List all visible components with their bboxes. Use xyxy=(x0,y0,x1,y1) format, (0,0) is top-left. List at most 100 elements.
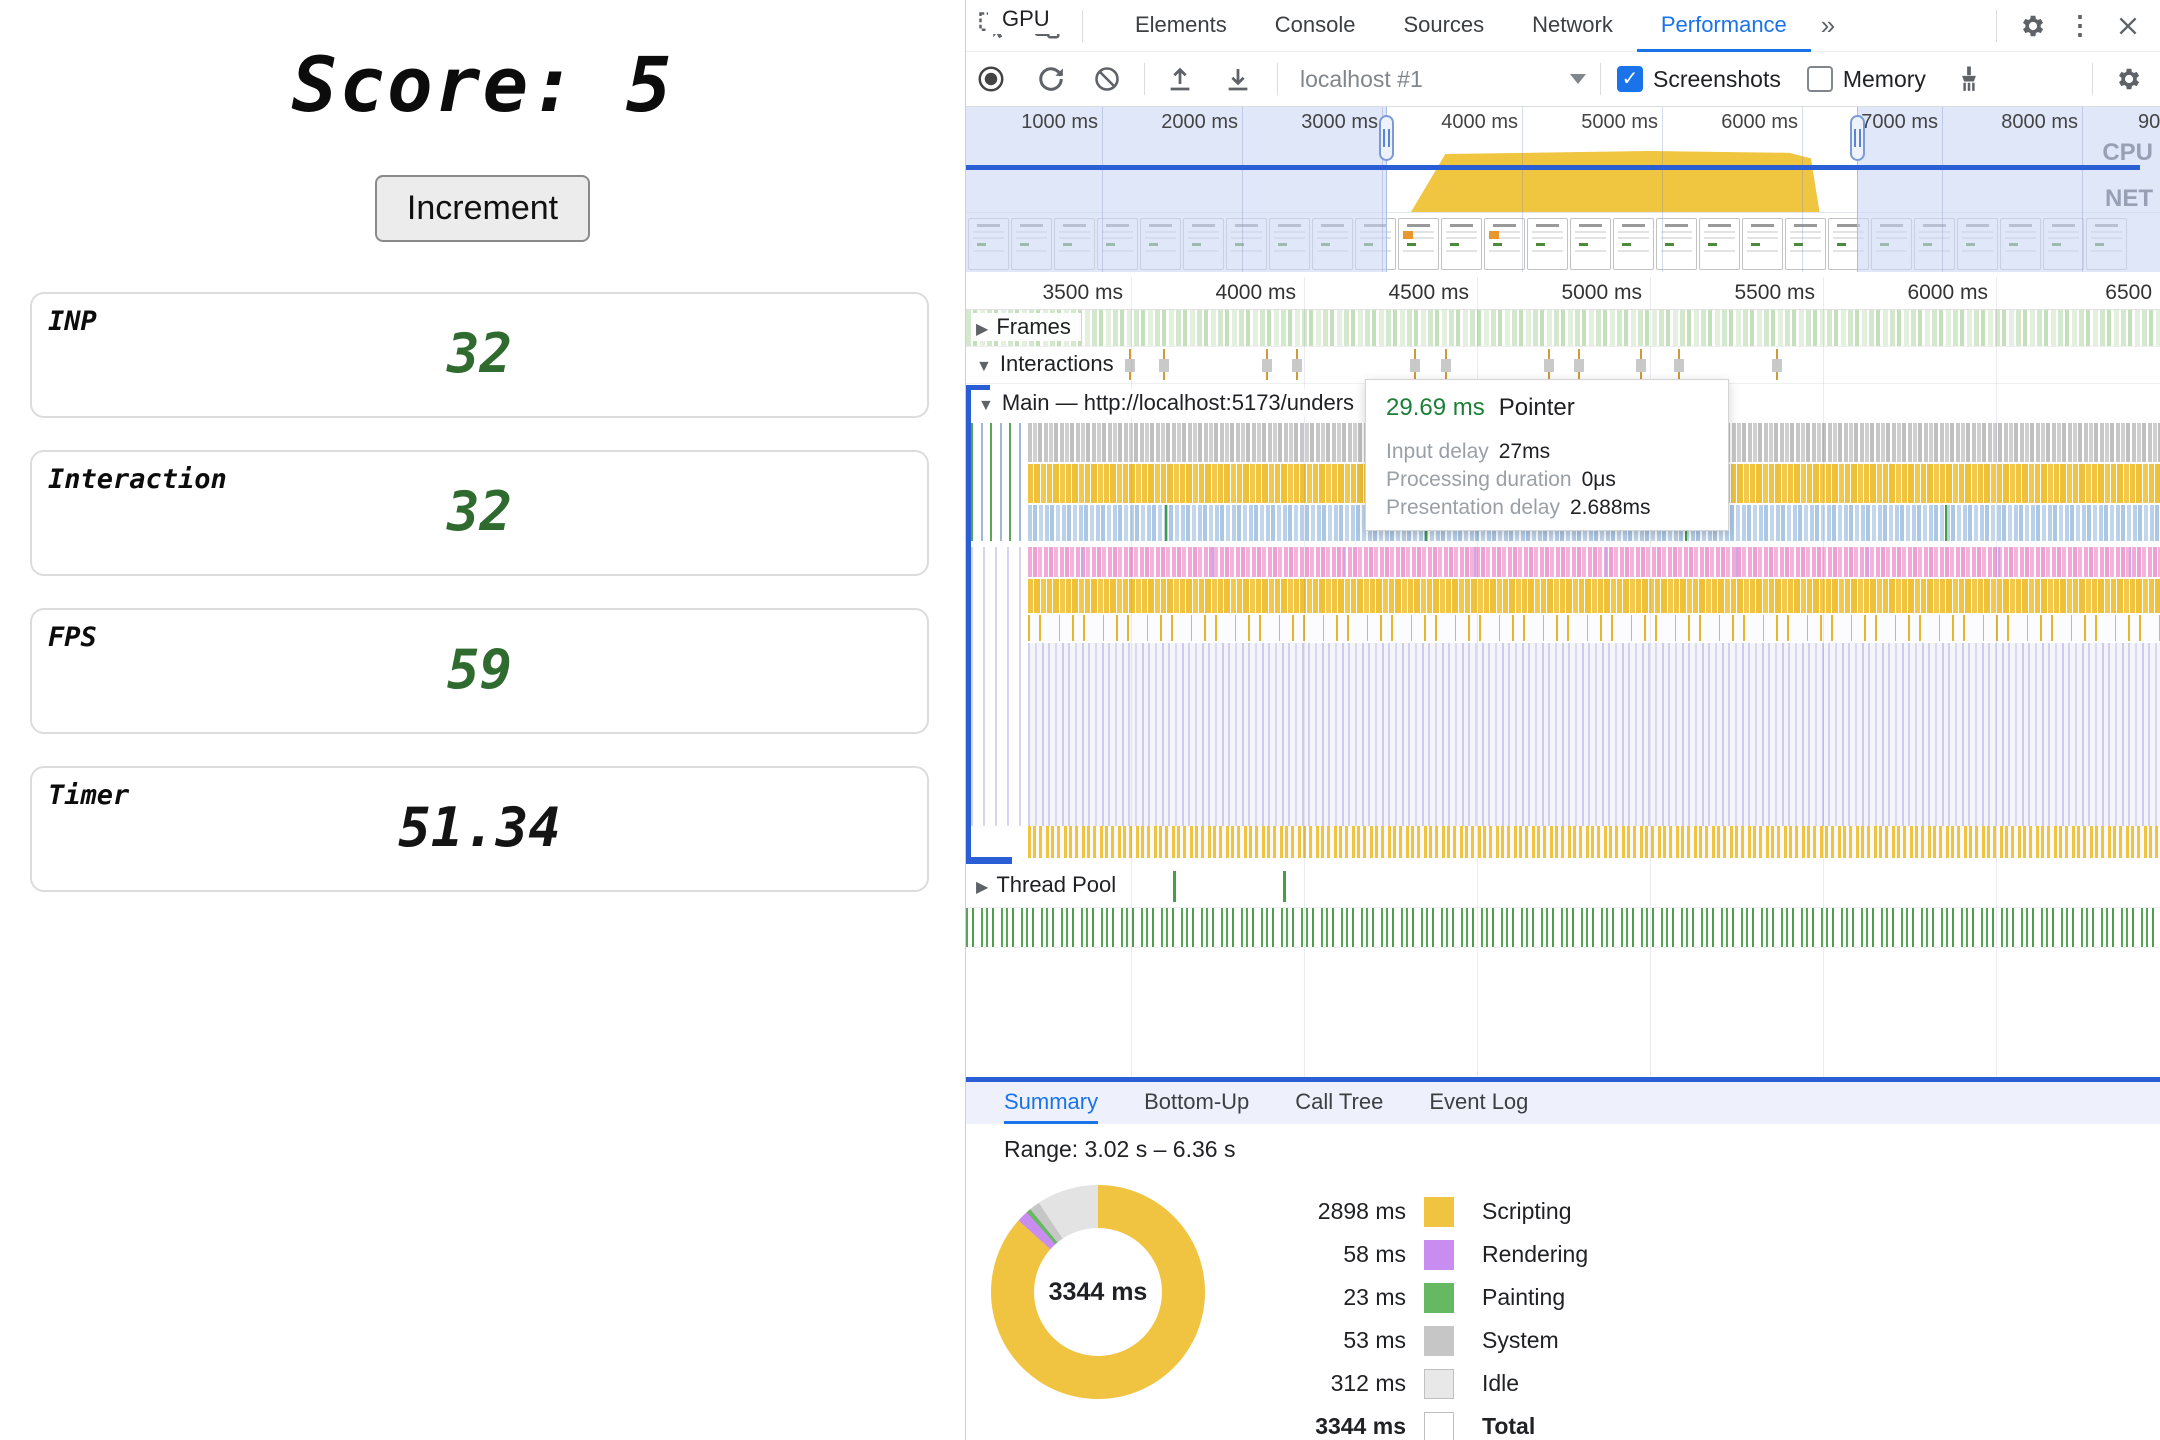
interaction-marker[interactable] xyxy=(1292,349,1302,380)
chevron-down-icon[interactable] xyxy=(1570,74,1586,84)
divider xyxy=(1082,9,1083,42)
selected-track-edge xyxy=(966,857,1012,864)
interaction-marker[interactable] xyxy=(1159,349,1169,380)
pane-divider[interactable] xyxy=(966,1077,2160,1082)
divider xyxy=(2092,63,2093,95)
tooltip-row-label: Presentation delay xyxy=(1386,496,1560,519)
interaction-marker[interactable] xyxy=(1772,349,1782,380)
flame-row-timers[interactable] xyxy=(1028,615,2160,641)
donut-total: 3344 ms xyxy=(1048,1277,1148,1306)
capture-settings-gear-icon[interactable] xyxy=(2111,62,2145,96)
settings-gear-icon[interactable] xyxy=(2015,9,2049,43)
devtools-tabbar: Elements Console Sources Network Performance… xyxy=(966,0,2160,52)
chevron-down-icon: ▼ xyxy=(976,358,992,375)
interaction-marker[interactable] xyxy=(1574,349,1584,380)
legend-swatch xyxy=(1424,1282,1454,1313)
flame-row-microtasks[interactable] xyxy=(1028,826,2160,858)
bottom-tab-bottom-up[interactable]: Bottom-Up xyxy=(1144,1089,1250,1114)
chevron-down-icon: ▼ xyxy=(978,397,994,414)
tab-performance[interactable]: Performance xyxy=(1636,0,1811,52)
frames-track-label: Frames xyxy=(996,314,1071,339)
interaction-marker[interactable] xyxy=(1544,349,1554,380)
bottom-tab-call-tree[interactable]: Call Tree xyxy=(1295,1089,1384,1114)
download-profile-icon[interactable] xyxy=(1221,62,1255,96)
screenshot-thumbnail[interactable] xyxy=(1570,218,1611,270)
window-right-handle[interactable] xyxy=(1850,115,1865,161)
more-tabs-icon[interactable]: » xyxy=(1820,10,1836,40)
interaction-marker[interactable] xyxy=(1636,349,1646,380)
tab-network[interactable]: Network xyxy=(1532,11,1613,37)
legend-value: 312 ms xyxy=(1330,1370,1406,1396)
screenshot-thumbnail[interactable] xyxy=(1785,218,1826,270)
legend-row: 2898 ms Scripting xyxy=(1166,1190,1588,1233)
bottom-tab-event-log[interactable]: Event Log xyxy=(1429,1089,1529,1114)
legend-swatch xyxy=(1424,1368,1454,1399)
interactions-track[interactable] xyxy=(966,347,2160,384)
tab-elements[interactable]: Elements xyxy=(1135,11,1227,37)
history-select[interactable]: localhost #1 xyxy=(1300,65,1423,92)
legend-value: 53 ms xyxy=(1343,1327,1406,1353)
close-icon[interactable] xyxy=(2111,9,2145,43)
screenshot-thumbnail[interactable] xyxy=(1398,218,1439,270)
main-track-label: Main — http://localhost:5173/unders xyxy=(1001,390,1355,415)
metric-card-timer: Timer 51.34 xyxy=(30,766,929,892)
reload-record-icon[interactable] xyxy=(1034,62,1068,96)
screenshots-checkbox[interactable]: ✓ xyxy=(1617,66,1643,92)
interaction-marker[interactable] xyxy=(1262,349,1272,380)
ruler-tick: 6000 ms xyxy=(1907,281,1988,304)
frames-track-header[interactable]: ▶ Frames xyxy=(972,313,1081,341)
record-icon[interactable] xyxy=(974,62,1008,96)
screenshot-thumbnail[interactable] xyxy=(1441,218,1482,270)
screenshot-thumbnail[interactable] xyxy=(1484,218,1525,270)
selected-track-edge xyxy=(966,385,990,390)
flame-row-functions[interactable] xyxy=(1028,579,2160,613)
thread-pool-track[interactable] xyxy=(966,868,2160,905)
interaction-marker[interactable] xyxy=(1674,349,1684,380)
tooltip-row: Input delay 27ms xyxy=(1386,438,1708,466)
screenshot-thumbnail[interactable] xyxy=(1527,218,1568,270)
main-track-header[interactable]: ▼ Main — http://localhost:5173/unders xyxy=(974,389,1364,417)
memory-checkbox[interactable] xyxy=(1806,66,1833,92)
interactions-track-header[interactable]: ▼ Interactions xyxy=(972,350,1124,378)
upload-profile-icon[interactable] xyxy=(1163,62,1197,96)
gc-brush-icon[interactable] xyxy=(1952,62,1986,96)
selected-window-bar xyxy=(966,165,2140,170)
tooltip-row-value: 2.688ms xyxy=(1569,496,1651,519)
screenshot-thumbnail[interactable] xyxy=(1699,218,1740,270)
tooltip-row-label: Input delay xyxy=(1386,440,1489,463)
metric-value: 32 xyxy=(446,322,513,385)
kebab-menu-icon[interactable]: ⋮ xyxy=(2067,10,2093,40)
gpu-track[interactable] xyxy=(966,907,2160,948)
tab-sources[interactable]: Sources xyxy=(1403,11,1485,37)
thread-pool-activity xyxy=(1283,871,1286,902)
legend-value: 3344 ms xyxy=(1315,1413,1406,1439)
chevron-right-icon: ▶ xyxy=(976,879,989,896)
flame-row-events[interactable] xyxy=(1028,547,2160,577)
flame-row-js-stack[interactable] xyxy=(1028,643,2160,826)
legend-label: Total xyxy=(1482,1413,1536,1439)
interaction-marker[interactable] xyxy=(1125,349,1135,380)
screenshot-thumbnail[interactable] xyxy=(1613,218,1654,270)
divider xyxy=(1600,63,1601,95)
interaction-marker[interactable] xyxy=(1410,349,1420,380)
summary-donut-chart: 3344 ms xyxy=(991,1185,1205,1399)
bottom-tab-summary[interactable]: Summary xyxy=(1004,1082,1099,1124)
screenshot-thumbnail[interactable] xyxy=(1656,218,1697,270)
window-left-handle[interactable] xyxy=(1379,115,1394,161)
timeline-overview[interactable]: 1000 ms 2000 ms 3000 ms 4000 ms 5000 ms 6000 … xyxy=(966,107,2160,272)
flamechart-ruler: 3500 ms 4000 ms 4500 ms 5000 ms 5500 ms 6000 … xyxy=(966,277,2160,310)
selected-track-edge xyxy=(966,385,971,863)
interaction-marker[interactable] xyxy=(1441,349,1451,380)
frames-track[interactable] xyxy=(966,310,2160,347)
screenshot-thumbnail[interactable] xyxy=(1742,218,1783,270)
devtools-panel: Elements Console Sources Network Performance… xyxy=(965,0,2160,1440)
overview-gridline xyxy=(1242,107,1243,272)
tab-console[interactable]: Console xyxy=(1274,11,1356,37)
increment-button[interactable]: Increment xyxy=(374,175,591,242)
overview-gridline xyxy=(2082,107,2083,272)
thread-pool-track-header[interactable]: ▶ Thread Pool xyxy=(972,871,1127,899)
overview-gridline xyxy=(1382,107,1383,272)
cpu-track-label: CPU xyxy=(2102,139,2153,166)
clear-icon[interactable] xyxy=(1090,62,1124,96)
